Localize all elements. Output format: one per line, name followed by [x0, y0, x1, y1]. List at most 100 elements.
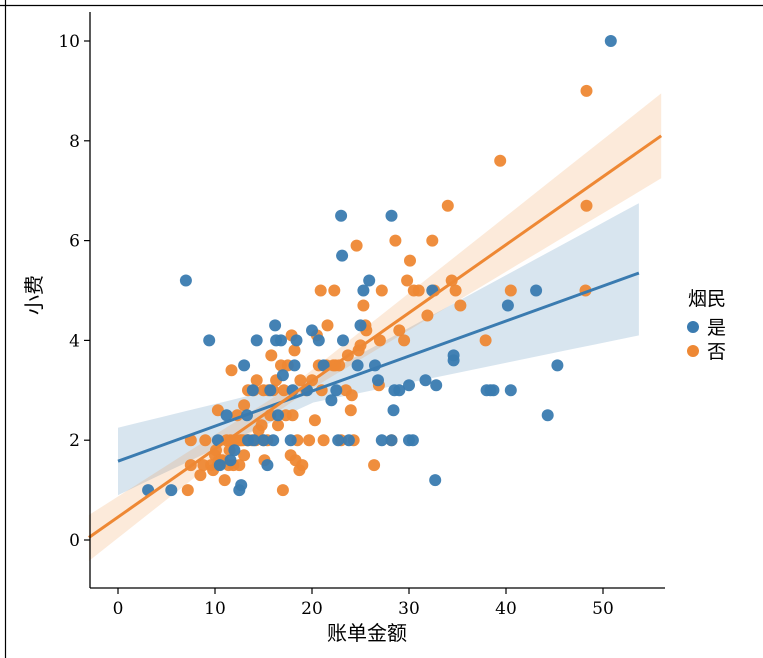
legend-marker-no — [687, 345, 699, 357]
point-no — [393, 324, 406, 337]
point-yes — [247, 434, 260, 447]
point-yes — [551, 359, 564, 372]
y-tick-label: 2 — [69, 431, 80, 451]
point-no — [398, 334, 411, 347]
point-yes — [387, 404, 400, 417]
point-yes — [332, 434, 345, 447]
regression-line-no — [88, 134, 663, 539]
point-yes — [220, 409, 233, 422]
point-no — [225, 364, 238, 377]
legend-label-yes: 是 — [707, 317, 726, 339]
point-yes — [257, 434, 270, 447]
point-no — [350, 239, 363, 252]
point-yes — [224, 454, 237, 467]
point-yes — [312, 334, 325, 347]
point-no — [504, 284, 517, 297]
point-yes — [267, 434, 280, 447]
point-no — [286, 409, 299, 422]
point-no — [580, 84, 593, 97]
regression-line-yes — [117, 271, 640, 463]
point-yes — [317, 359, 330, 372]
x-tick-label: 50 — [592, 599, 614, 619]
point-yes — [337, 334, 349, 347]
point-no — [194, 469, 207, 482]
point-yes — [228, 444, 241, 457]
point-no — [272, 419, 284, 432]
point-yes — [330, 384, 343, 397]
regression-lines — [88, 134, 663, 539]
point-no — [368, 459, 381, 472]
point-no — [479, 334, 492, 347]
point-no — [321, 319, 334, 332]
point-no — [238, 449, 251, 462]
point-yes — [336, 249, 349, 262]
point-yes — [306, 324, 318, 337]
point-no — [357, 299, 370, 312]
point-yes — [530, 284, 543, 297]
point-no — [288, 344, 301, 357]
legend-marker-yes — [687, 321, 699, 333]
point-yes — [430, 379, 443, 392]
point-yes — [357, 284, 370, 297]
point-yes — [504, 384, 517, 397]
point-yes — [393, 384, 406, 397]
point-yes — [419, 374, 432, 387]
point-yes — [261, 459, 274, 472]
point-no — [250, 374, 263, 387]
point-no — [276, 484, 289, 497]
point-no — [401, 274, 414, 287]
point-yes — [238, 359, 251, 372]
point-yes — [275, 334, 287, 347]
y-tick-label: 0 — [69, 531, 80, 551]
point-yes — [406, 434, 419, 447]
point-no — [421, 309, 434, 322]
point-yes — [363, 274, 376, 287]
point-no — [373, 334, 386, 347]
point-yes — [403, 379, 415, 392]
point-no — [294, 374, 307, 387]
point-no — [426, 234, 439, 247]
x-axis-ticks: 0 10 20 30 40 50 — [113, 588, 614, 619]
point-yes — [447, 354, 460, 367]
point-yes — [179, 274, 192, 287]
x-tick-label: 0 — [113, 599, 124, 619]
point-yes — [429, 474, 442, 487]
point-no — [317, 434, 330, 447]
point-yes — [385, 434, 398, 447]
point-yes — [264, 384, 277, 397]
x-tick-label: 10 — [204, 599, 226, 619]
point-no — [494, 154, 507, 167]
point-yes — [272, 409, 284, 422]
ci-band-yes — [118, 203, 639, 496]
point-no — [389, 234, 402, 247]
point-no — [296, 459, 309, 472]
legend: 烟民 是 否 — [687, 288, 726, 363]
point-yes — [375, 434, 388, 447]
point-no — [404, 254, 416, 267]
point-yes — [604, 35, 617, 47]
y-axis-ticks: 0 2 4 6 8 10 — [58, 32, 90, 551]
point-no — [454, 299, 467, 312]
point-no — [255, 419, 268, 432]
point-yes — [487, 384, 500, 397]
y-tick-label: 8 — [69, 132, 80, 152]
point-no — [328, 284, 341, 297]
point-no — [345, 389, 358, 402]
point-no — [218, 474, 231, 487]
x-axis-title: 账单金额 — [327, 621, 407, 645]
point-yes — [354, 319, 367, 332]
point-no — [211, 404, 224, 417]
point-no — [303, 434, 316, 447]
y-tick-label: 6 — [69, 232, 80, 252]
point-no — [580, 199, 593, 212]
point-no — [238, 399, 251, 412]
point-yes — [269, 319, 282, 332]
point-no — [277, 384, 290, 397]
y-tick-label: 10 — [58, 32, 80, 52]
point-yes — [351, 359, 364, 372]
point-no — [412, 284, 425, 297]
y-tick-label: 4 — [69, 331, 80, 351]
point-yes — [501, 299, 514, 312]
point-no — [344, 404, 357, 417]
x-tick-label: 30 — [398, 599, 420, 619]
